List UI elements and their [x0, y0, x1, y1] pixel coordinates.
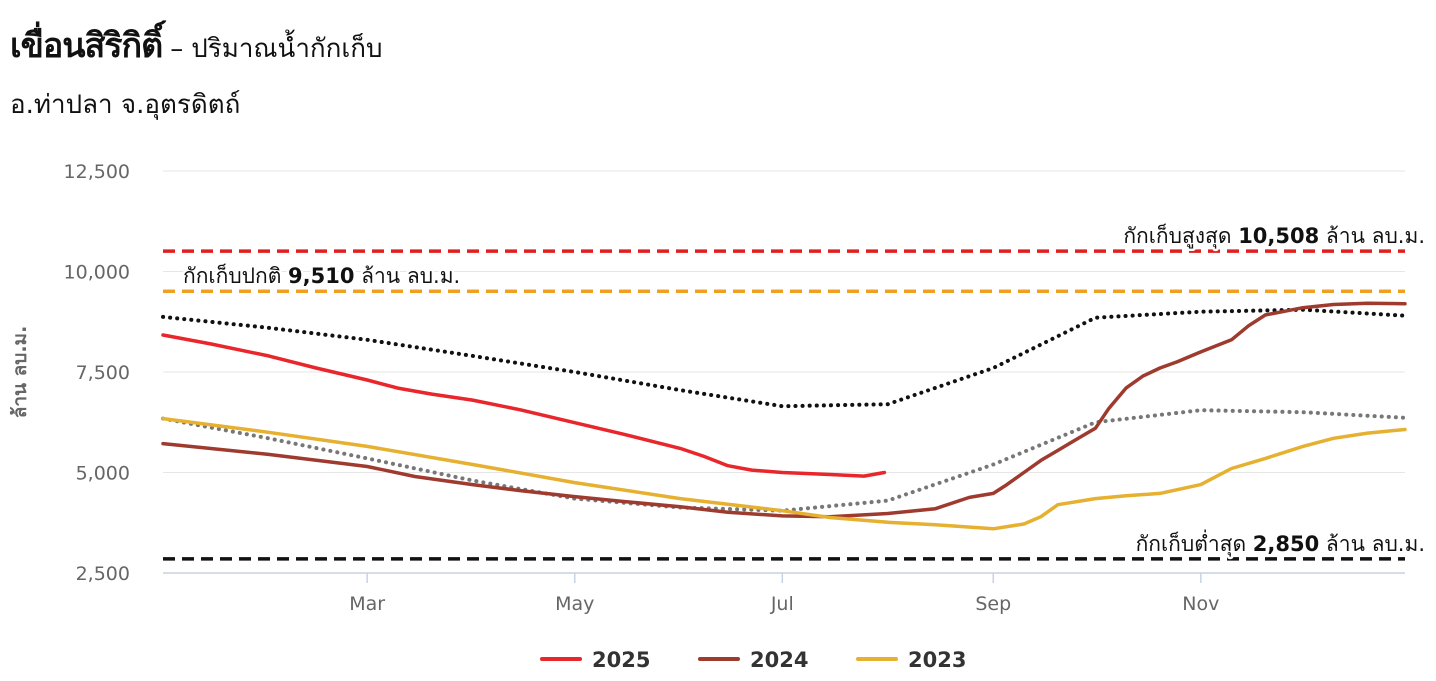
legend-item: 2024: [698, 648, 808, 672]
series-line-2023: [161, 416, 1407, 531]
grid-lines: [163, 170, 1405, 574]
y-axis-title: ล้าน ลบ.ม.: [9, 326, 31, 419]
reference-line-label: กักเก็บปกติ 9,510 ล้าน ลบ.ม.: [183, 262, 460, 288]
reference-line-label: กักเก็บสูงสุด 10,508 ล้าน ลบ.ม.: [1123, 222, 1425, 249]
legend-item: 2023: [856, 648, 966, 672]
y-tick-label: 10,000: [64, 262, 130, 284]
y-tick-label: 5,000: [76, 463, 130, 485]
title-separator: –: [170, 34, 184, 64]
page-title: เขื่อนสิริกิติ์: [10, 26, 163, 66]
legend-label: 2025: [592, 648, 650, 672]
x-tick-label: Mar: [349, 593, 385, 615]
series-line-reference: [161, 408, 1407, 513]
legend-label: 2023: [908, 648, 966, 672]
x-tick-label: May: [555, 593, 594, 615]
x-tick-label: Jul: [770, 593, 794, 615]
legend-item: 2025: [540, 648, 650, 672]
x-tick-label: Nov: [1182, 593, 1219, 615]
y-axis: 2,500 5,000 7,500 10,000 12,500 ล้าน ลบ.ม.: [9, 161, 130, 585]
x-tick-label: Sep: [975, 593, 1011, 615]
reference-lines: กักเก็บสูงสุด 10,508 ล้าน ลบ.ม. กักเก็บปก…: [163, 220, 1428, 561]
series-line-2025: [161, 333, 887, 478]
title-suffix: ปริมาณน้ำกักเก็บ: [191, 34, 383, 64]
y-tick-label: 12,500: [64, 161, 130, 183]
title-row: เขื่อนสิริกิติ์ – ปริมาณน้ำกักเก็บ: [10, 18, 383, 72]
y-tick-label: 7,500: [76, 362, 130, 384]
legend: 2025 2024 2023: [540, 648, 966, 672]
series-lines: [161, 301, 1407, 531]
series-line-reference: [161, 307, 1407, 409]
legend-label: 2024: [750, 648, 808, 672]
y-tick-label: 2,500: [76, 563, 130, 585]
x-axis: Mar May Jul Sep Nov: [349, 573, 1219, 615]
page-subtitle: อ.ท่าปลา จ.อุตรดิตถ์: [10, 90, 241, 120]
series-line-2024: [161, 301, 1407, 519]
reference-line-label: กักเก็บต่ำสุด 2,850 ล้าน ลบ.ม.: [1136, 529, 1425, 557]
